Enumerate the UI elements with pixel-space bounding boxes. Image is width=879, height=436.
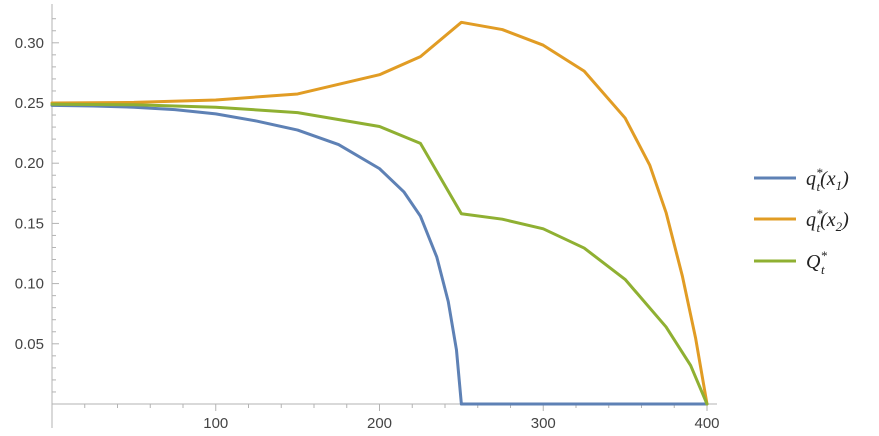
y-tick-label: 0.15 bbox=[15, 215, 44, 232]
legend-item-3: Q* t bbox=[754, 248, 827, 277]
legend-item-2: q* t(x2) bbox=[754, 206, 849, 235]
plot-lines bbox=[50, 20, 709, 406]
y-tick-label: 0.25 bbox=[15, 95, 44, 112]
legend-label: q* t(x2) bbox=[806, 206, 849, 235]
legend-label: q* t(x1) bbox=[806, 165, 849, 194]
series-line-2 bbox=[50, 20, 709, 406]
y-tick-label: 0.05 bbox=[15, 336, 44, 353]
y-tick-label: 0.10 bbox=[15, 276, 44, 293]
y-tick-label: 0.20 bbox=[15, 155, 44, 172]
series-line-3 bbox=[50, 102, 709, 406]
x-tick-label: 100 bbox=[203, 415, 228, 432]
y-tick-label: 0.30 bbox=[15, 35, 44, 52]
legend: q* t(x1) q* t(x2) Q* t bbox=[754, 165, 849, 277]
x-tick-label: 300 bbox=[531, 415, 556, 432]
legend-item-1: q* t(x1) bbox=[754, 165, 849, 194]
x-tick-label: 400 bbox=[694, 415, 719, 432]
legend-label: Q* t bbox=[806, 248, 827, 277]
x-tick-label: 200 bbox=[367, 415, 392, 432]
axes: 100 200 300 400 0.05 0.10 0.15 0.20 0.25 0.30 bbox=[15, 4, 720, 432]
series-line-1 bbox=[50, 103, 463, 406]
